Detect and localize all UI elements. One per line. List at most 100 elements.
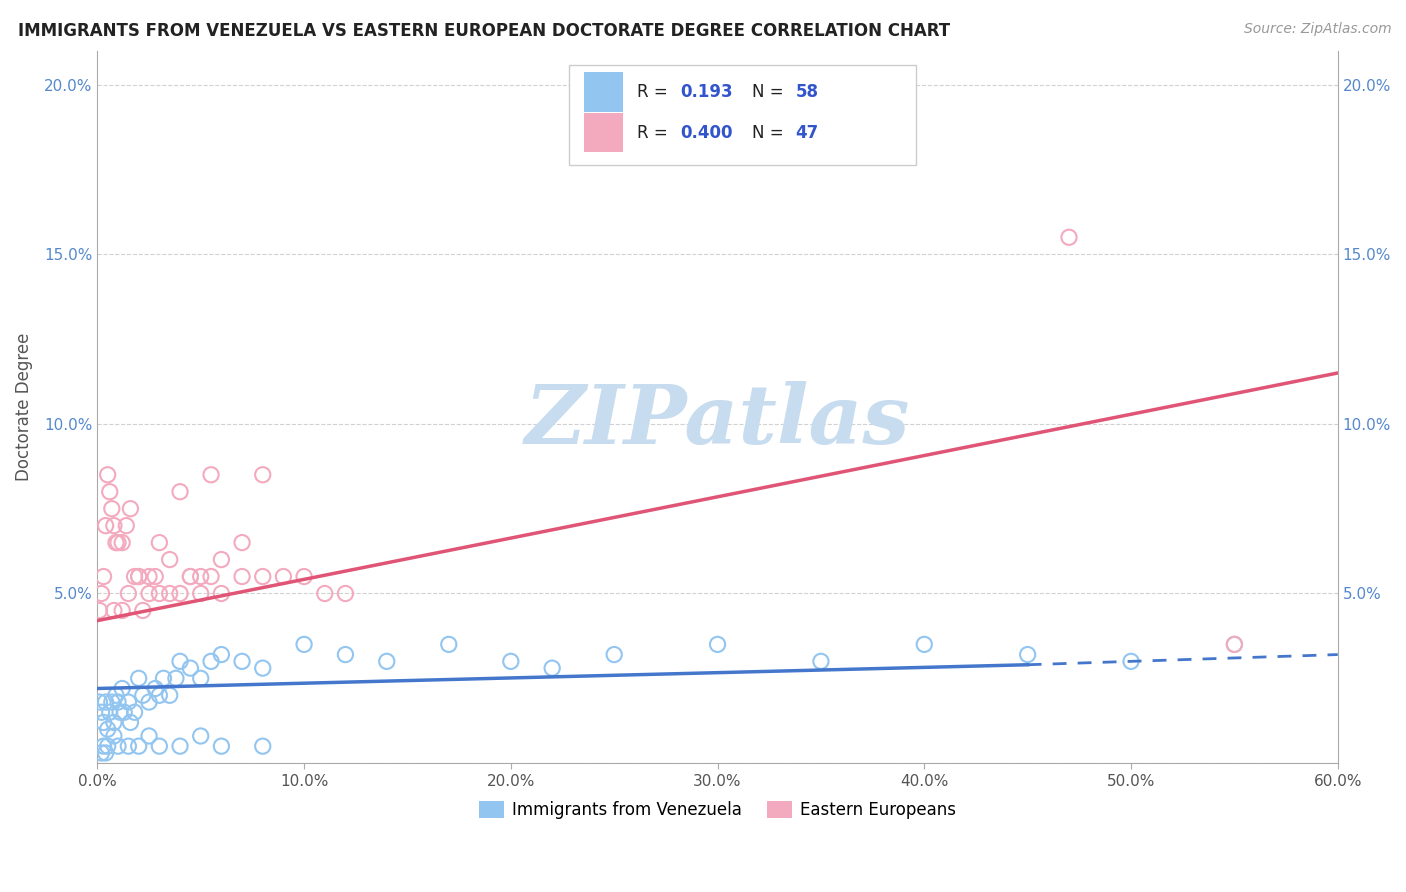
Point — [231, 569, 253, 583]
Point — [138, 695, 160, 709]
Point — [190, 569, 212, 583]
Text: 0.400: 0.400 — [681, 124, 733, 142]
Point — [138, 569, 160, 583]
Point — [143, 681, 166, 696]
Point — [132, 688, 155, 702]
Point — [112, 705, 135, 719]
Point — [107, 739, 129, 754]
Point — [117, 739, 139, 754]
Point — [148, 586, 170, 600]
Point — [93, 569, 115, 583]
Point — [111, 535, 134, 549]
Point — [148, 739, 170, 754]
Point — [90, 705, 112, 719]
Point — [111, 603, 134, 617]
Point — [179, 569, 201, 583]
Text: N =: N = — [752, 124, 789, 142]
Point — [103, 603, 125, 617]
Point — [90, 746, 112, 760]
Point — [103, 715, 125, 730]
Point — [273, 569, 295, 583]
Point — [335, 648, 357, 662]
Point — [120, 715, 142, 730]
Point — [200, 654, 222, 668]
Text: 47: 47 — [796, 124, 818, 142]
Point — [292, 637, 315, 651]
Point — [1017, 648, 1039, 662]
Point — [165, 671, 187, 685]
Point — [128, 739, 150, 754]
Point — [128, 569, 150, 583]
Point — [94, 746, 117, 760]
Point — [89, 603, 111, 617]
Point — [252, 569, 274, 583]
Point — [1223, 637, 1246, 651]
Point — [93, 739, 115, 754]
Point — [132, 603, 155, 617]
Legend: Immigrants from Venezuela, Eastern Europeans: Immigrants from Venezuela, Eastern Europ… — [472, 795, 963, 826]
Point — [159, 688, 181, 702]
Point — [98, 484, 121, 499]
Point — [292, 569, 315, 583]
Point — [179, 661, 201, 675]
Point — [143, 569, 166, 583]
Text: N =: N = — [752, 83, 789, 101]
Point — [810, 654, 832, 668]
Y-axis label: Doctorate Degree: Doctorate Degree — [15, 333, 32, 481]
Point — [603, 648, 626, 662]
Point — [169, 654, 191, 668]
Point — [94, 518, 117, 533]
Point — [90, 586, 112, 600]
Text: IMMIGRANTS FROM VENEZUELA VS EASTERN EUROPEAN DOCTORATE DEGREE CORRELATION CHART: IMMIGRANTS FROM VENEZUELA VS EASTERN EUR… — [18, 22, 950, 40]
Point — [209, 739, 232, 754]
Point — [104, 535, 127, 549]
Point — [98, 705, 121, 719]
FancyBboxPatch shape — [583, 72, 623, 112]
Point — [101, 695, 124, 709]
Point — [252, 739, 274, 754]
Point — [103, 729, 125, 743]
Point — [93, 715, 115, 730]
Point — [314, 586, 336, 600]
Point — [103, 518, 125, 533]
Point — [107, 695, 129, 709]
Point — [437, 637, 460, 651]
Point — [169, 739, 191, 754]
Point — [97, 467, 120, 482]
Point — [128, 569, 150, 583]
FancyBboxPatch shape — [583, 113, 623, 153]
Point — [200, 569, 222, 583]
Point — [101, 501, 124, 516]
Point — [1119, 654, 1142, 668]
Point — [108, 705, 131, 719]
Point — [120, 501, 142, 516]
Point — [138, 729, 160, 743]
FancyBboxPatch shape — [568, 65, 917, 165]
Point — [252, 661, 274, 675]
Point — [209, 648, 232, 662]
Point — [1057, 230, 1080, 244]
Point — [107, 535, 129, 549]
Point — [209, 552, 232, 566]
Point — [128, 671, 150, 685]
Point — [169, 484, 191, 499]
Text: 0.193: 0.193 — [681, 83, 733, 101]
Point — [138, 586, 160, 600]
Text: R =: R = — [637, 83, 673, 101]
Point — [335, 586, 357, 600]
Point — [117, 586, 139, 600]
Point — [252, 467, 274, 482]
Point — [200, 467, 222, 482]
Point — [148, 535, 170, 549]
Point — [190, 586, 212, 600]
Point — [159, 586, 181, 600]
Point — [117, 695, 139, 709]
Point — [1223, 637, 1246, 651]
Point — [209, 586, 232, 600]
Point — [179, 569, 201, 583]
Point — [169, 586, 191, 600]
Point — [124, 569, 146, 583]
Text: ZIPatlas: ZIPatlas — [524, 381, 910, 461]
Point — [97, 739, 120, 754]
Point — [541, 661, 564, 675]
